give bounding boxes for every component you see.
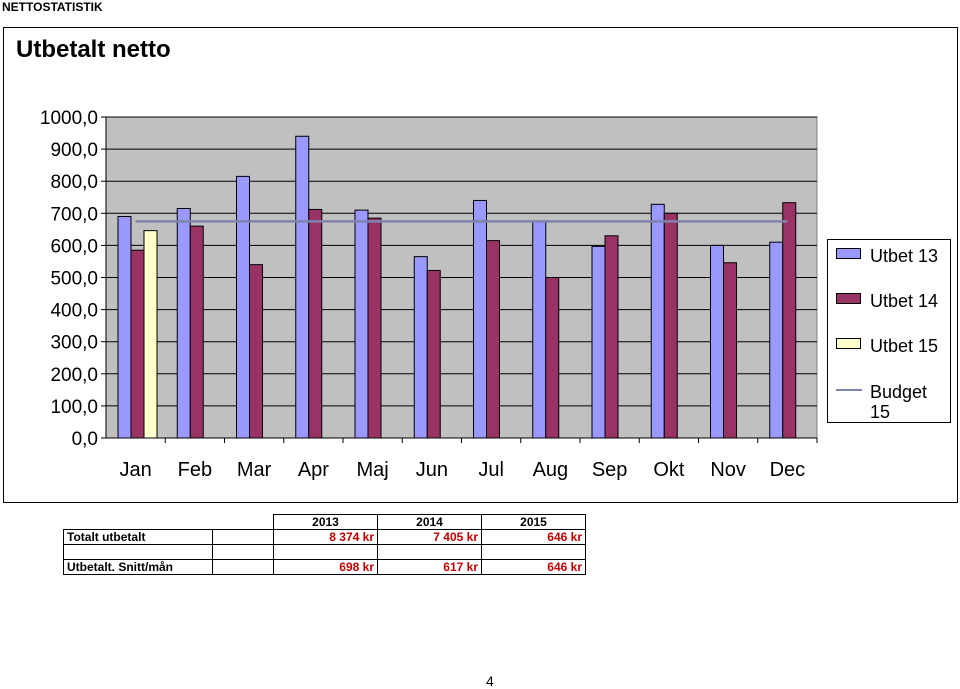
- legend-swatch-utbet13: [836, 248, 861, 259]
- y-tick-label: 300,0: [50, 333, 98, 354]
- bar-utbet13-nov: [710, 244, 724, 439]
- x-tick-label: Nov: [710, 459, 746, 481]
- bar-utbet13-jul: [473, 199, 487, 439]
- bar-utbet14-feb: [189, 225, 204, 439]
- legend-label: Utbet 13: [870, 246, 939, 266]
- bar-utbet13-jan: [117, 216, 132, 439]
- legend-swatch-utbet14: [836, 293, 861, 304]
- y-tick-label: 0,0: [72, 429, 98, 450]
- average-value: 617 kr: [377, 559, 482, 575]
- bar-utbet13-jun: [413, 256, 428, 439]
- bar-utbet14-jun: [426, 269, 441, 439]
- bar-utbet14-nov: [723, 262, 737, 439]
- bar-utbet13-apr: [295, 135, 310, 439]
- x-tick-label: Dec: [770, 459, 806, 481]
- sheet-title: NETTOSTATISTIK: [2, 0, 103, 14]
- x-tick-label: Aug: [533, 459, 569, 481]
- x-tick-label: Apr: [298, 459, 329, 481]
- bar-utbet14-aug: [545, 277, 560, 439]
- x-tick-label: Mar: [237, 459, 272, 481]
- y-tick-label: 1000,0: [40, 108, 98, 129]
- legend-label: Utbet 14: [870, 291, 939, 311]
- legend-label: Budget 15: [870, 382, 928, 422]
- chart-title: Utbetalt netto: [16, 36, 171, 63]
- bar-utbet13-aug: [532, 220, 547, 439]
- bar-utbet13-dec: [769, 241, 784, 439]
- x-tick-label: Jan: [120, 459, 152, 481]
- x-tick-label: Sep: [592, 459, 628, 481]
- total-value: 7 405 kr: [377, 529, 482, 545]
- bar-utbet13-okt: [650, 203, 665, 439]
- bar-utbet14-jan: [130, 249, 145, 439]
- bar-utbet14-dec: [782, 202, 797, 439]
- stats-table: 2013 2014 2015 Totalt utbetalt 8 374 kr …: [63, 514, 586, 575]
- y-tick-label: 600,0: [50, 236, 98, 257]
- year-header: 2015: [481, 514, 586, 530]
- bar-utbet14-mar: [249, 264, 263, 439]
- x-tick-label: Jun: [416, 459, 448, 481]
- stats-row-total: Totalt utbetalt 8 374 kr 7 405 kr 646 kr: [63, 529, 586, 545]
- total-label: Totalt utbetalt: [63, 529, 213, 545]
- bar-utbet13-feb: [176, 207, 191, 439]
- y-tick-label: 800,0: [50, 172, 98, 193]
- bar-chart: 0,0 100,0 200,0 300,0 400,0 500,0 600,0 700,0 80…: [40, 108, 818, 481]
- year-header: 2014: [377, 514, 482, 530]
- average-value: 646 kr: [481, 559, 586, 575]
- x-tick-label: Okt: [653, 459, 685, 481]
- total-value: 8 374 kr: [273, 529, 378, 545]
- x-tick-label: Maj: [357, 459, 389, 481]
- chart-legend: Utbet 13 Utbet 14 Utbet 15 Budget 15: [827, 239, 951, 423]
- bar-utbet13-sep: [591, 245, 606, 439]
- x-tick-label: Feb: [178, 459, 212, 481]
- y-tick-label: 100,0: [50, 397, 98, 418]
- bar-utbet14-apr: [308, 208, 323, 439]
- legend-label: Utbet 15: [870, 336, 939, 356]
- bar-utbet14-sep: [604, 235, 619, 439]
- total-value: 646 kr: [481, 529, 586, 545]
- stats-row-average: Utbetalt. Snitt/mån 698 kr 617 kr 646 kr: [63, 559, 586, 575]
- stats-header-row: 2013 2014 2015: [63, 514, 586, 530]
- bar-utbet14-jul: [486, 240, 500, 439]
- bar-utbet13-mar: [236, 175, 250, 439]
- year-header: 2013: [273, 514, 378, 530]
- y-tick-label: 200,0: [50, 365, 98, 386]
- stats-row-blank: [63, 544, 586, 560]
- bar-utbet14-maj: [367, 217, 382, 439]
- chart-container: Utbetalt netto 0,0 100,0 200,0 300,0 400,0 50…: [3, 27, 958, 503]
- legend-swatch-utbet15: [836, 338, 861, 349]
- y-tick-label: 700,0: [50, 204, 98, 225]
- y-tick-label: 400,0: [50, 301, 98, 322]
- average-value: 698 kr: [273, 559, 378, 575]
- bar-utbet13-maj: [354, 209, 369, 439]
- y-tick-label: 500,0: [50, 269, 98, 290]
- bar-utbet15-jan: [143, 230, 158, 439]
- x-tick-label: Jul: [478, 459, 504, 481]
- average-label: Utbetalt. Snitt/mån: [63, 559, 213, 575]
- legend-line-budget15: [836, 389, 862, 391]
- bar-utbet14-okt: [663, 212, 678, 439]
- page-number: 4: [486, 673, 494, 689]
- y-tick-label: 900,0: [50, 140, 98, 161]
